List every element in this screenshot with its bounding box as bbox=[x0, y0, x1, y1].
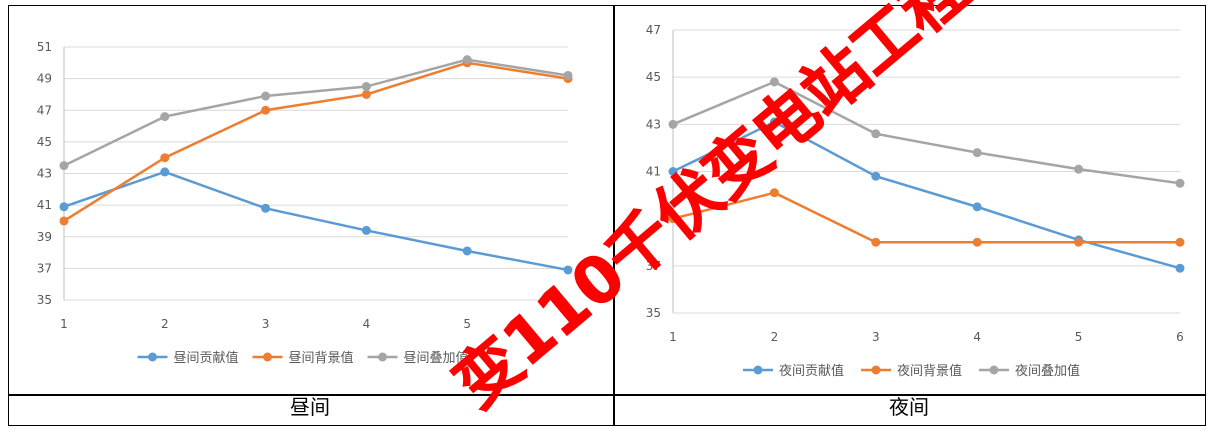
y-tick-label: 41 bbox=[646, 165, 661, 179]
y-tick-label: 45 bbox=[37, 135, 52, 149]
data-point bbox=[563, 70, 573, 80]
y-tick-label: 35 bbox=[646, 306, 661, 320]
legend-label: 夜间叠加值 bbox=[1015, 363, 1080, 379]
y-tick-label: 43 bbox=[37, 167, 52, 181]
data-point bbox=[59, 216, 69, 226]
data-point bbox=[261, 105, 271, 115]
y-tick-label: 41 bbox=[37, 198, 52, 212]
series-line-3 bbox=[672, 80, 1181, 185]
data-point bbox=[871, 129, 881, 139]
y-tick-label: 51 bbox=[37, 40, 52, 54]
legend-label: 昼间背景值 bbox=[289, 350, 354, 366]
data-point bbox=[769, 77, 779, 87]
data-point bbox=[769, 117, 779, 127]
x-tick-label: 2 bbox=[771, 330, 779, 344]
x-tick-label: 1 bbox=[60, 317, 68, 331]
legend-label: 夜间贡献值 bbox=[779, 363, 844, 379]
data-point bbox=[1175, 263, 1185, 273]
data-point bbox=[1175, 237, 1185, 247]
y-tick-label: 37 bbox=[37, 261, 52, 275]
y-tick-label: 45 bbox=[646, 70, 661, 84]
data-point bbox=[160, 167, 170, 177]
data-point bbox=[1175, 178, 1185, 188]
column-divider bbox=[613, 6, 615, 425]
x-tick-label: 4 bbox=[973, 330, 981, 344]
legend-swatch-marker bbox=[378, 352, 387, 362]
x-tick-label: 5 bbox=[1075, 330, 1083, 344]
data-point bbox=[668, 119, 678, 129]
series-line-1 bbox=[63, 170, 569, 272]
series-line-3 bbox=[63, 58, 569, 167]
legend-swatch-marker bbox=[148, 352, 157, 362]
data-point bbox=[261, 91, 271, 101]
data-point bbox=[668, 167, 678, 176]
data-point bbox=[1074, 237, 1084, 247]
caption-day: 昼间 bbox=[290, 395, 330, 419]
y-tick-label: 47 bbox=[646, 23, 661, 37]
data-point bbox=[871, 171, 881, 181]
series-line-2 bbox=[63, 61, 569, 222]
legend-swatch-marker bbox=[871, 365, 881, 375]
data-point bbox=[972, 202, 982, 212]
x-tick-label: 5 bbox=[463, 317, 471, 331]
data-point bbox=[1074, 164, 1084, 174]
data-point bbox=[871, 237, 881, 247]
legend-label: 夜间背景值 bbox=[897, 363, 962, 379]
data-point bbox=[361, 82, 371, 92]
data-point bbox=[668, 214, 678, 224]
data-point bbox=[563, 265, 573, 275]
series-line-2 bbox=[672, 191, 1180, 244]
y-tick-label: 43 bbox=[646, 117, 661, 131]
y-tick-label: 35 bbox=[37, 293, 52, 307]
data-point bbox=[462, 246, 472, 256]
y-tick-label: 49 bbox=[37, 72, 52, 86]
data-point bbox=[361, 89, 371, 99]
x-tick-label: 3 bbox=[872, 330, 880, 344]
caption-night: 夜间 bbox=[889, 395, 929, 419]
row-divider bbox=[9, 394, 1205, 396]
legend-swatch-marker bbox=[989, 365, 999, 375]
data-point bbox=[972, 237, 982, 247]
legend-label: 昼间贡献值 bbox=[174, 350, 239, 366]
y-tick-label: 37 bbox=[646, 259, 661, 273]
data-point bbox=[361, 225, 371, 235]
data-point bbox=[462, 55, 472, 65]
y-tick-label: 39 bbox=[37, 230, 52, 244]
data-point bbox=[160, 112, 170, 122]
legend-swatch-marker bbox=[753, 365, 763, 375]
series-line-1 bbox=[672, 120, 1181, 270]
y-tick-label: 47 bbox=[37, 103, 52, 117]
data-point bbox=[261, 203, 271, 213]
data-point bbox=[769, 188, 779, 198]
data-point bbox=[59, 161, 69, 171]
data-point bbox=[59, 202, 69, 212]
x-tick-label: 6 bbox=[1176, 330, 1184, 344]
legend-swatch-marker bbox=[263, 352, 272, 362]
x-tick-label: 1 bbox=[669, 330, 677, 344]
data-point bbox=[160, 153, 170, 163]
x-tick-label: 2 bbox=[161, 317, 169, 331]
x-tick-label: 4 bbox=[363, 317, 371, 331]
figure-table bbox=[8, 5, 1206, 426]
data-point bbox=[972, 148, 982, 158]
x-tick-label: 3 bbox=[262, 317, 270, 331]
legend-label: 昼间叠加值 bbox=[404, 350, 469, 366]
